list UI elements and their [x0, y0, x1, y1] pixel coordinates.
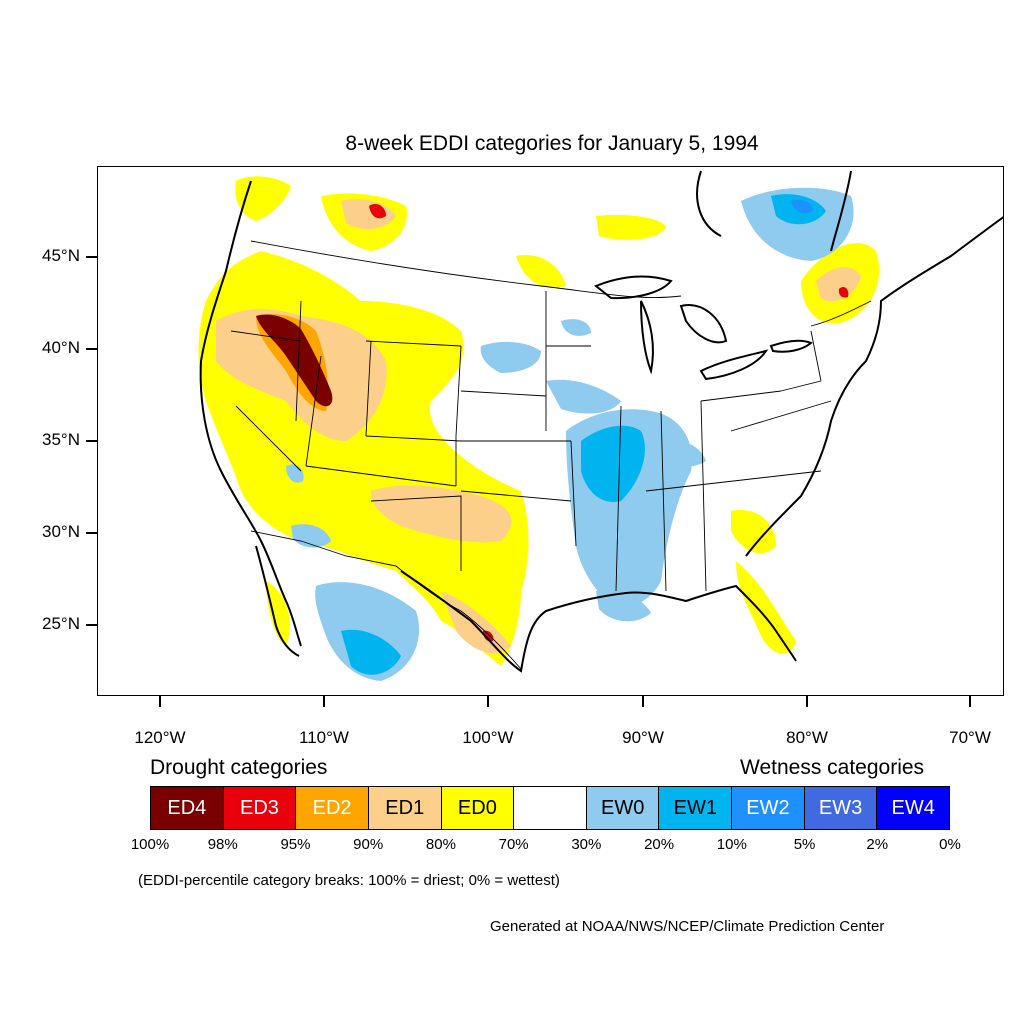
ew2-region-quebec [791, 199, 813, 214]
ew0-region-greatlakes [561, 319, 591, 336]
ew0-region-dakotas [480, 341, 541, 373]
map-canvas [198, 170, 1003, 681]
lat-tick [86, 624, 97, 626]
break-label: 0% [939, 836, 961, 853]
ew0-region-gulf [596, 589, 651, 622]
lon-label-110: 110°W [299, 728, 349, 747]
lake-erie [699, 349, 769, 381]
lake-huron [679, 304, 728, 344]
legend-swatch-ed2: ED2 [296, 787, 369, 829]
ew0-region-baja [291, 524, 331, 548]
ew0-region-midwest [546, 379, 621, 414]
legend-swatch-neutral [514, 787, 587, 829]
lat-tick [86, 440, 97, 442]
state-borders [230, 240, 872, 670]
map-panel [97, 166, 1004, 696]
lat-label-30: 30°N [42, 522, 80, 541]
break-label: 90% [353, 836, 384, 853]
ed1-region-montana [341, 199, 396, 230]
lat-tick [86, 348, 97, 350]
legend-swatch-ew3: EW3 [804, 787, 878, 829]
mexico-border [250, 530, 522, 670]
ed0-region-florida [736, 561, 796, 654]
break-label: 10% [716, 836, 747, 853]
break-label: 2% [866, 836, 889, 853]
break-label: 98% [207, 836, 238, 853]
lake-superior [594, 275, 673, 300]
hudson-bay-coast [696, 170, 852, 252]
map-title: 8-week EDDI categories for January 5, 19… [345, 132, 759, 155]
break-label: 20% [644, 836, 675, 853]
ew0-region-quebec [741, 187, 854, 261]
lon-label-120: 120°W [134, 728, 186, 747]
break-label: 5% [793, 836, 816, 853]
atlantic-coastline [745, 216, 1003, 557]
legend-swatch-ed1: ED1 [368, 787, 442, 829]
ed0-region-north [235, 176, 291, 221]
lon-label-90: 90°W [622, 728, 664, 747]
ed3-region-texas [483, 630, 494, 642]
ed0-region-minnesota [516, 255, 566, 288]
lat-tick [86, 532, 97, 534]
legend-swatch-ed4: ED4 [151, 787, 224, 829]
ed1-region-south [371, 485, 512, 543]
lon-label-100: 100°W [462, 728, 514, 747]
baja-coastline [255, 545, 300, 657]
legend-swatch-ew4: EW4 [877, 787, 950, 829]
lat-label-45: 45°N [42, 246, 80, 265]
state-lines [230, 291, 832, 592]
break-label: 30% [571, 836, 602, 853]
lake-michigan [640, 300, 654, 375]
category-note: (EDDI-percentile category breaks: 100% =… [138, 872, 560, 889]
category-colorbar: ED4 ED3 ED2 ED1 ED0 EW0 EW1 EW2 EW3 EW4 [150, 786, 950, 830]
ed1-region-texas [441, 591, 511, 654]
legend-swatch-ed3: ED3 [223, 787, 297, 829]
wetness-heading: Wetness categories [740, 756, 925, 779]
gulf-coastline [400, 570, 797, 673]
legend-swatch-ew2: EW2 [732, 787, 805, 829]
legend-swatch-ew0: EW0 [586, 787, 660, 829]
ed0-region-southeast [731, 510, 776, 554]
lat-label-25: 25°N [42, 614, 80, 633]
lake-ontario [769, 339, 813, 353]
lon-tick [642, 696, 644, 707]
lat-label-35: 35°N [42, 430, 80, 449]
ed3-region-northeast [838, 286, 849, 298]
ed0-region-ontario [596, 214, 666, 240]
lon-tick [159, 696, 161, 707]
drought-heading: Drought categories [150, 756, 328, 779]
legend-swatch-ed0: ED0 [441, 787, 515, 829]
legend-swatch-ew1: EW1 [659, 787, 733, 829]
lon-tick [969, 696, 971, 707]
lon-tick [487, 696, 489, 707]
category-shading [198, 176, 880, 681]
credit-line: Generated at NOAA/NWS/NCEP/Climate Predi… [490, 918, 885, 935]
ew0-region-ohio [661, 439, 706, 467]
break-label: 70% [498, 836, 529, 853]
west-coastline [199, 180, 302, 647]
break-label: 100% [130, 836, 170, 853]
ew1-region-mexico [341, 629, 401, 675]
ed3-region-montana [369, 204, 386, 219]
ed1-region-northeast [816, 266, 861, 302]
lon-label-80: 80°W [786, 728, 828, 747]
lon-tick [806, 696, 808, 707]
lat-label-40: 40°N [42, 338, 80, 357]
lat-tick [86, 256, 97, 258]
lon-label-70: 70°W [949, 728, 991, 747]
boundaries [199, 170, 1003, 673]
ew1-region-mississippi [581, 425, 645, 502]
lon-tick [323, 696, 325, 707]
break-label: 80% [425, 836, 456, 853]
canada-border [250, 240, 872, 327]
ed0-region-mexico [266, 581, 290, 646]
break-label: 95% [280, 836, 311, 853]
